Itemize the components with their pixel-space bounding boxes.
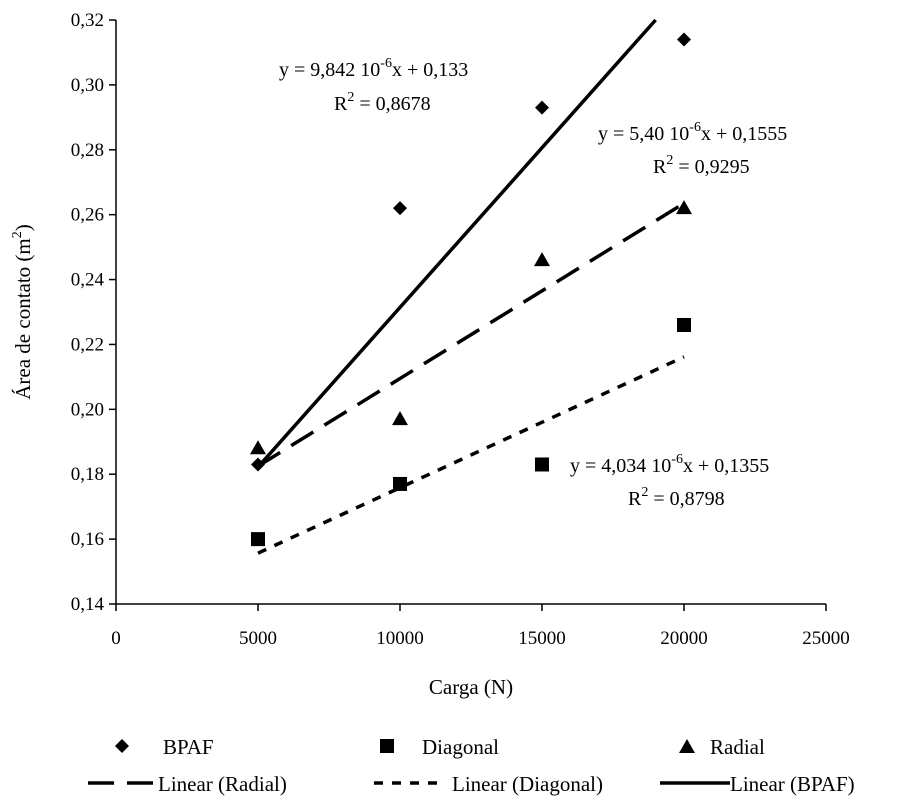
equation-bpaf: y = 9,842 10-6x + 0,133 <box>279 56 468 81</box>
legend-label-diagonal: Diagonal <box>422 735 499 759</box>
y-tick-label: 0,16 <box>71 529 104 550</box>
marker-diagonal <box>251 532 265 547</box>
legend-item-linear-radial: Linear (Radial) <box>88 772 287 796</box>
legend-label-linear-bpaf: Linear (BPAF) <box>730 772 855 796</box>
marker-bpaf <box>535 100 549 115</box>
x-axis-title: Carga (N) <box>429 675 513 699</box>
x-tick-label: 10000 <box>376 628 424 649</box>
x-tick-label: 5000 <box>239 628 277 649</box>
x-tick-label: 20000 <box>660 628 708 649</box>
y-tick-label: 0,22 <box>71 334 104 355</box>
marker-bpaf <box>251 457 265 472</box>
marker-bpaf <box>677 32 691 47</box>
square-icon <box>380 739 394 753</box>
x-tick-label: 0 <box>111 628 121 649</box>
legend-label-linear-diagonal: Linear (Diagonal) <box>452 772 603 796</box>
legend-item-diagonal: Diagonal <box>380 735 499 759</box>
r-squared-diagonal: R2 = 0,8798 <box>628 485 725 510</box>
y-axis-title: Área de contato (m2) <box>10 224 35 400</box>
legend-label-linear-radial: Linear (Radial) <box>158 772 287 796</box>
annotation-radial: y = 5,40 10-6x + 0,1555 R2 = 0,9295 <box>598 120 787 178</box>
legend-item-radial: Radial <box>679 735 765 759</box>
marker-radial <box>250 440 266 455</box>
r-squared-bpaf: R2 = 0,8678 <box>334 90 431 115</box>
x-tick-label: 25000 <box>802 628 850 649</box>
marker-diagonal <box>677 317 691 332</box>
marker-diagonal <box>535 457 549 472</box>
y-tick-label: 0,20 <box>71 399 104 420</box>
y-tick-label: 0,18 <box>71 464 104 485</box>
legend: BPAF Diagonal Radial Linear (Radial) Lin… <box>88 735 855 796</box>
legend-label-bpaf: BPAF <box>163 735 214 759</box>
equation-radial: y = 5,40 10-6x + 0,1555 <box>598 120 787 145</box>
legend-item-linear-diagonal: Linear (Diagonal) <box>374 772 603 796</box>
y-tick-label: 0,26 <box>71 205 104 226</box>
marker-diagonal <box>393 476 407 491</box>
x-tick-label: 15000 <box>518 628 566 649</box>
marker-radial <box>676 200 692 215</box>
triangle-icon <box>679 739 695 753</box>
legend-item-linear-bpaf: Linear (BPAF) <box>660 772 855 796</box>
annotation-diagonal: y = 4,034 10-6x + 0,1355 R2 = 0,8798 <box>570 452 769 510</box>
y-tick-label: 0,28 <box>71 140 104 161</box>
trendline-long-dash <box>257 201 685 468</box>
marker-radial <box>392 411 408 426</box>
y-tick-label: 0,14 <box>71 594 105 615</box>
r-squared-radial: R2 = 0,9295 <box>653 153 750 178</box>
legend-item-bpaf: BPAF <box>115 735 214 759</box>
y-tick-label: 0,24 <box>71 270 105 291</box>
y-axis-ticks: 0,14 0,16 0,18 0,20 0,22 0,24 0,26 0,28 0,30 0,32 <box>71 10 116 615</box>
trendlines <box>256 18 685 555</box>
y-tick-label: 0,32 <box>71 10 104 31</box>
marker-radial <box>534 252 550 267</box>
x-axis-ticks: 0 5000 10000 15000 20000 25000 <box>111 604 850 649</box>
equation-diagonal: y = 4,034 10-6x + 0,1355 <box>570 452 769 477</box>
annotation-bpaf: y = 9,842 10-6x + 0,133 R2 = 0,8678 <box>279 56 468 115</box>
y-tick-label: 0,30 <box>71 75 104 96</box>
diamond-icon <box>115 739 129 753</box>
trendline-short-dash <box>257 355 685 555</box>
trendline-solid <box>256 18 657 469</box>
data-markers <box>250 32 692 547</box>
legend-label-radial: Radial <box>710 735 765 759</box>
marker-bpaf <box>393 201 407 216</box>
